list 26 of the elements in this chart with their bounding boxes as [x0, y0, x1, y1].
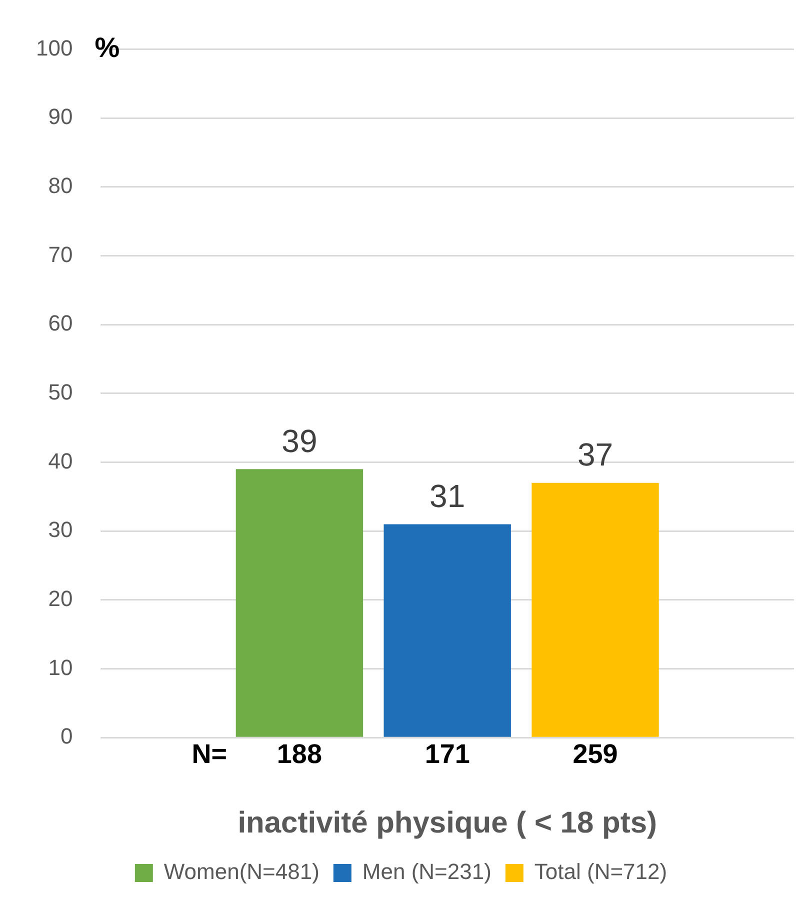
- bar: [384, 524, 511, 737]
- data-label: 39: [282, 422, 318, 459]
- y-tick-label: 10: [48, 654, 73, 680]
- text: N=: [192, 739, 228, 770]
- text: 171: [424, 739, 470, 770]
- y-tick-label: 40: [48, 448, 73, 474]
- y-tick-label: 90: [48, 104, 73, 130]
- y-tick-label: 30: [48, 517, 73, 542]
- data-label: 31: [430, 478, 466, 514]
- y-tick-label: 20: [48, 586, 73, 611]
- legend-label: Men (N=231): [362, 859, 492, 884]
- y-tick-label: 0: [60, 724, 73, 749]
- y-axis-title: %: [94, 32, 120, 63]
- text: 259: [572, 739, 618, 770]
- text: 188: [276, 739, 322, 770]
- y-tick-label: 50: [48, 379, 73, 404]
- y-tick-label: 100: [36, 35, 73, 60]
- data-label: 37: [577, 436, 614, 473]
- legend-label: Total (N=712): [534, 859, 668, 884]
- bar: [236, 469, 364, 737]
- y-tick-label: 80: [48, 172, 73, 198]
- y-tick-label: 70: [48, 242, 73, 267]
- y-tick-label: 60: [48, 310, 73, 336]
- x-axis-title: inactivité physique ( < 18 pts): [238, 806, 657, 840]
- legend-label: Women(N=481): [164, 859, 320, 884]
- bar: [532, 482, 659, 737]
